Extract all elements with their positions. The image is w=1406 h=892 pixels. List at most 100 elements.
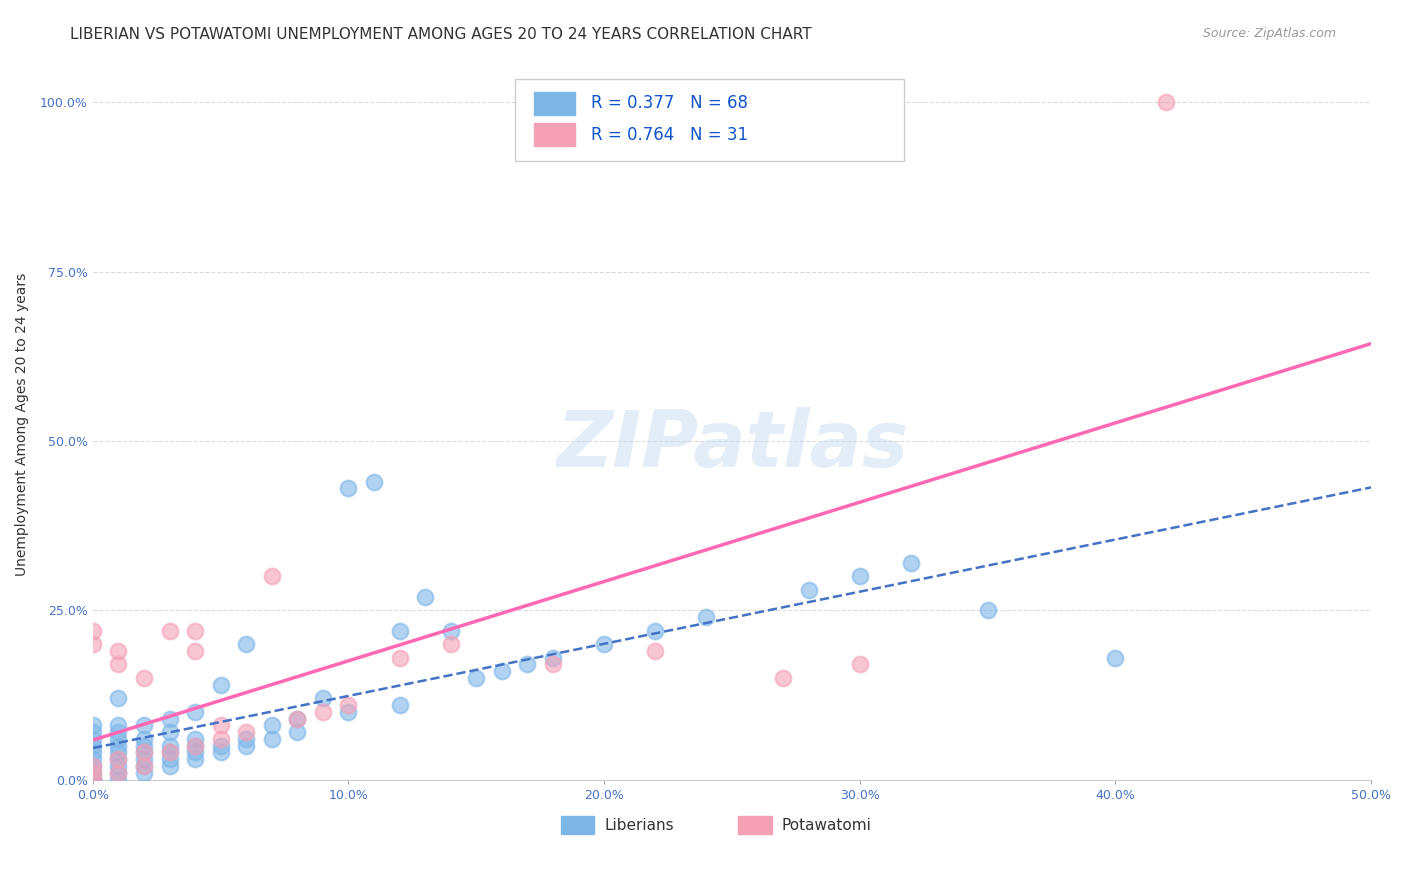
- Point: [235, 739, 257, 753]
- Text: LIBERIAN VS POTAWATOMI UNEMPLOYMENT AMONG AGES 20 TO 24 YEARS CORRELATION CHART: LIBERIAN VS POTAWATOMI UNEMPLOYMENT AMON…: [70, 27, 811, 42]
- Text: Liberians: Liberians: [605, 817, 673, 832]
- Point: [541, 650, 564, 665]
- Point: [107, 718, 129, 732]
- Point: [82, 765, 104, 780]
- Point: [107, 752, 129, 766]
- Point: [159, 752, 181, 766]
- Point: [337, 481, 360, 495]
- Point: [132, 752, 155, 766]
- Point: [209, 718, 232, 732]
- Point: [260, 731, 283, 746]
- Point: [440, 624, 463, 638]
- Point: [132, 765, 155, 780]
- Point: [159, 739, 181, 753]
- Point: [82, 746, 104, 760]
- Point: [132, 759, 155, 773]
- Point: [82, 624, 104, 638]
- Point: [159, 725, 181, 739]
- Point: [772, 671, 794, 685]
- Point: [82, 772, 104, 787]
- Text: R = 0.764   N = 31: R = 0.764 N = 31: [592, 126, 748, 144]
- Point: [132, 759, 155, 773]
- Point: [82, 759, 104, 773]
- FancyBboxPatch shape: [515, 79, 904, 161]
- Point: [285, 712, 308, 726]
- Point: [107, 772, 129, 787]
- Point: [337, 705, 360, 719]
- Point: [184, 624, 207, 638]
- Point: [107, 644, 129, 658]
- Point: [312, 691, 335, 706]
- Point: [337, 698, 360, 712]
- Text: R = 0.377   N = 68: R = 0.377 N = 68: [592, 95, 748, 112]
- Point: [82, 731, 104, 746]
- Point: [159, 759, 181, 773]
- Point: [260, 569, 283, 583]
- Point: [491, 664, 513, 678]
- Text: Source: ZipAtlas.com: Source: ZipAtlas.com: [1202, 27, 1336, 40]
- Point: [159, 746, 181, 760]
- Point: [848, 569, 870, 583]
- Point: [209, 731, 232, 746]
- Point: [107, 657, 129, 672]
- Point: [644, 644, 666, 658]
- Point: [695, 610, 717, 624]
- Point: [107, 765, 129, 780]
- Point: [209, 746, 232, 760]
- Point: [82, 637, 104, 651]
- Point: [82, 752, 104, 766]
- Point: [82, 739, 104, 753]
- Point: [82, 772, 104, 787]
- Y-axis label: Unemployment Among Ages 20 to 24 years: Unemployment Among Ages 20 to 24 years: [15, 272, 30, 575]
- Point: [107, 739, 129, 753]
- Point: [235, 731, 257, 746]
- Point: [82, 772, 104, 787]
- Point: [107, 731, 129, 746]
- Point: [184, 739, 207, 753]
- Text: ZIPatlas: ZIPatlas: [555, 408, 908, 483]
- Point: [159, 746, 181, 760]
- Point: [159, 712, 181, 726]
- Point: [107, 691, 129, 706]
- Point: [184, 752, 207, 766]
- Point: [976, 603, 998, 617]
- Point: [388, 650, 411, 665]
- FancyBboxPatch shape: [534, 123, 575, 146]
- Point: [82, 718, 104, 732]
- Point: [285, 725, 308, 739]
- Point: [440, 637, 463, 651]
- FancyBboxPatch shape: [534, 92, 575, 115]
- Point: [107, 752, 129, 766]
- Point: [260, 718, 283, 732]
- Point: [209, 739, 232, 753]
- Point: [184, 731, 207, 746]
- Point: [593, 637, 616, 651]
- Point: [235, 637, 257, 651]
- Text: Potawatomi: Potawatomi: [782, 817, 872, 832]
- Point: [82, 759, 104, 773]
- Point: [184, 746, 207, 760]
- Point: [388, 698, 411, 712]
- Point: [132, 746, 155, 760]
- Point: [132, 739, 155, 753]
- Point: [107, 759, 129, 773]
- Point: [900, 556, 922, 570]
- Point: [848, 657, 870, 672]
- Point: [413, 590, 436, 604]
- Point: [184, 644, 207, 658]
- Point: [1104, 650, 1126, 665]
- Point: [132, 671, 155, 685]
- Point: [107, 746, 129, 760]
- Point: [132, 746, 155, 760]
- Point: [1156, 95, 1178, 110]
- Point: [797, 582, 820, 597]
- Point: [107, 725, 129, 739]
- Point: [107, 765, 129, 780]
- Point: [312, 705, 335, 719]
- Point: [82, 765, 104, 780]
- Point: [82, 725, 104, 739]
- Point: [184, 739, 207, 753]
- Point: [388, 624, 411, 638]
- FancyBboxPatch shape: [561, 816, 593, 834]
- Point: [465, 671, 488, 685]
